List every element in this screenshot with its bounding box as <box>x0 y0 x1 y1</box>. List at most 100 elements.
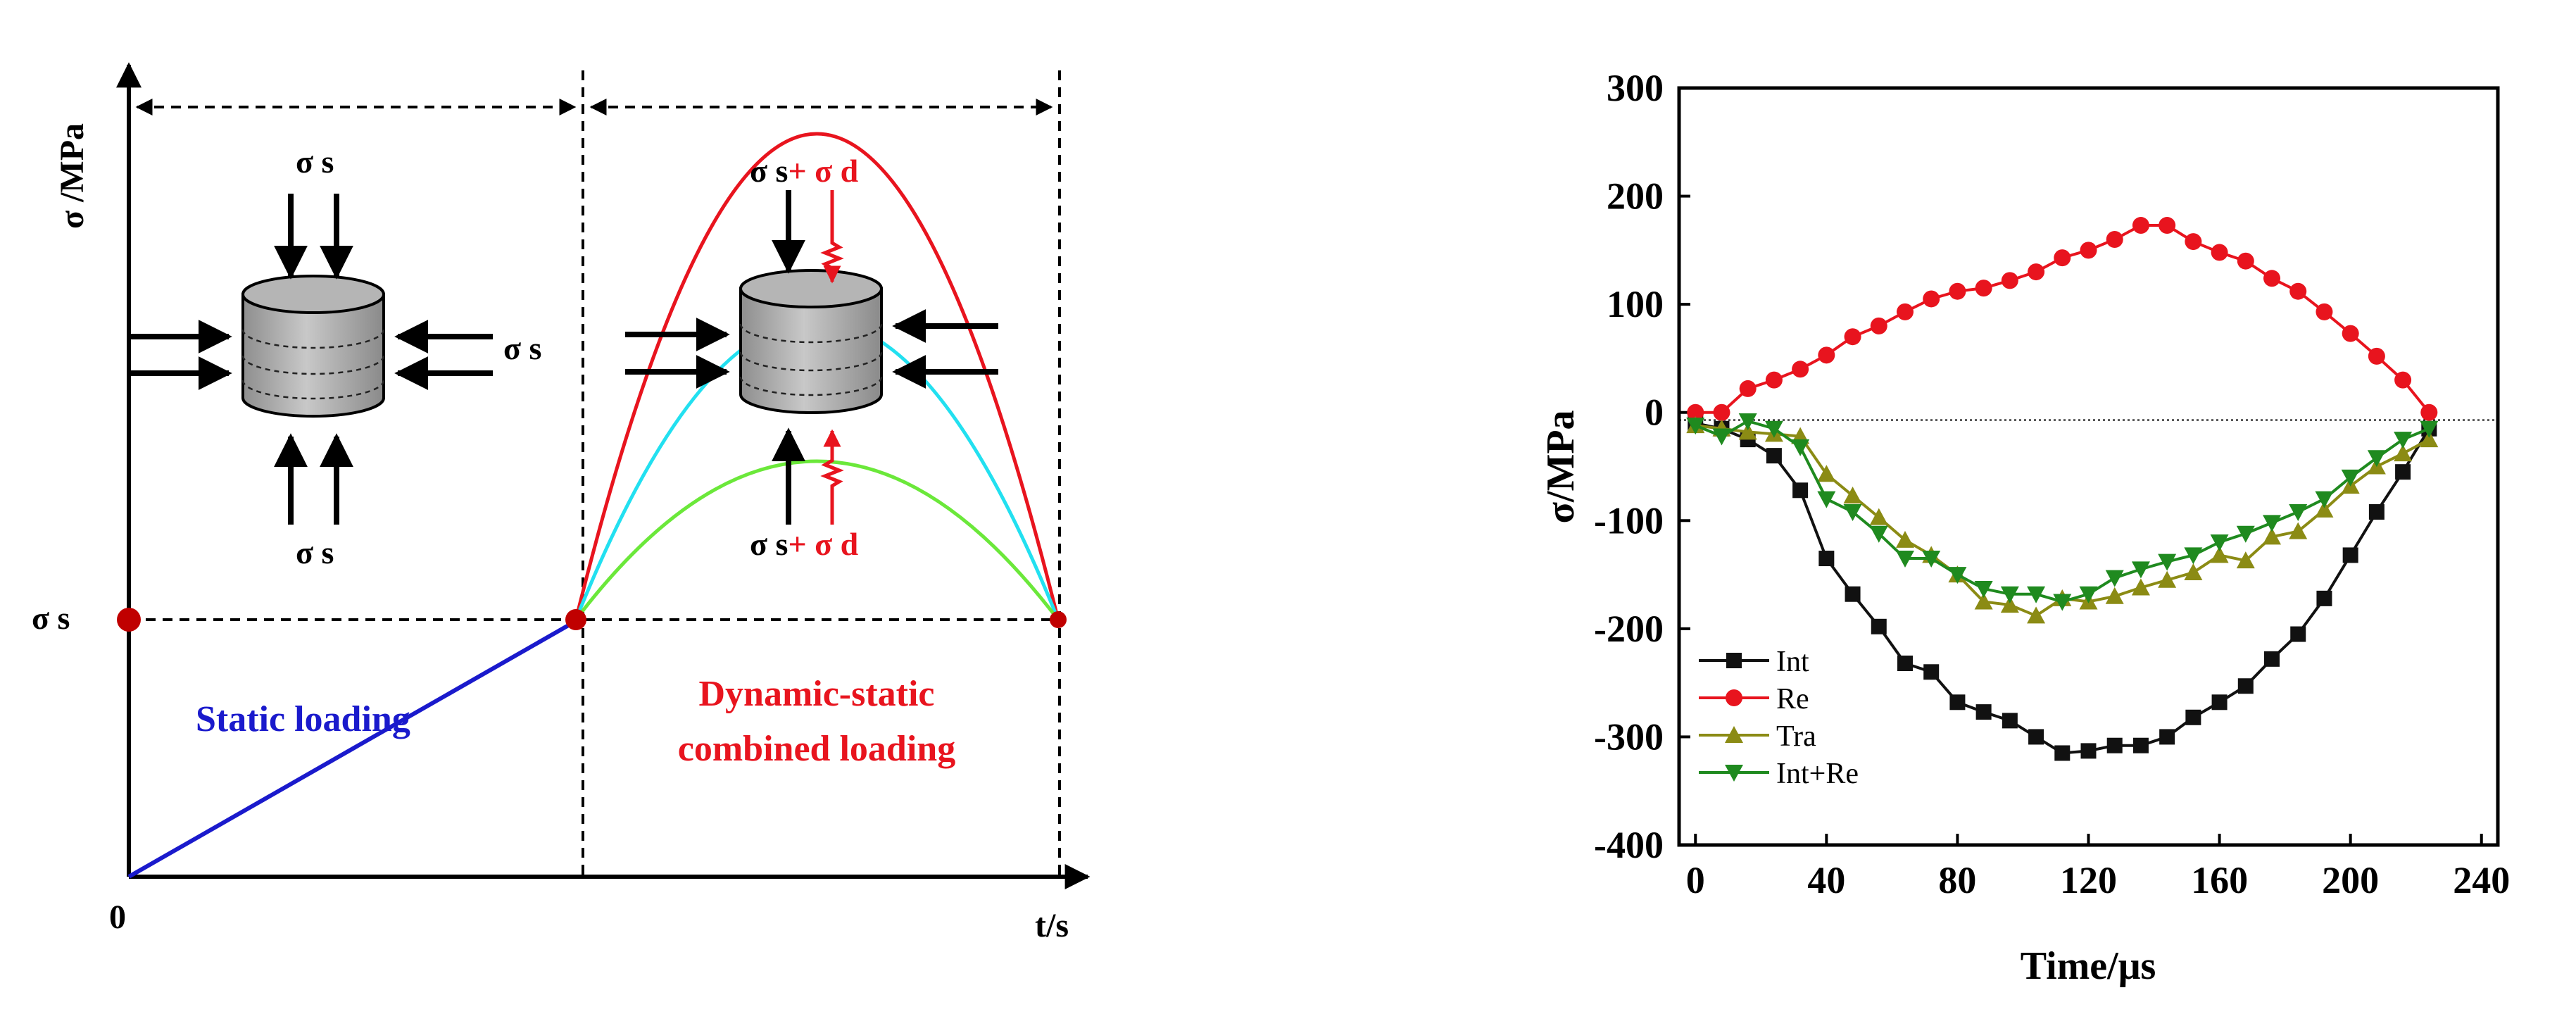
y-axis-label: σ /MPa <box>54 123 91 229</box>
y-tick-label: 300 <box>1607 67 1664 109</box>
data-point <box>1949 694 1966 711</box>
data-point <box>2237 678 2254 694</box>
data-point <box>2237 252 2254 270</box>
legend-item: Re <box>1699 683 1809 715</box>
data-point <box>2000 586 2019 603</box>
data-point <box>2079 586 2098 603</box>
y-tick-label: -200 <box>1594 608 1664 650</box>
loading-schematic: σ /MPa t/s 0 σ s Static loading Dynamic-… <box>32 62 1091 944</box>
data-point <box>1869 508 1888 525</box>
data-point <box>2368 504 2385 520</box>
dynamic-loading-label-line2: combined loading <box>678 729 955 769</box>
data-point <box>2210 534 2229 551</box>
data-point <box>1948 567 1967 584</box>
data-point <box>2185 233 2202 251</box>
static-specimen <box>129 194 493 525</box>
x-tick-label: 120 <box>2060 859 2117 901</box>
legend-label: Re <box>1776 683 1809 715</box>
data-point <box>2342 547 2358 563</box>
chart-x-axis-label: Time/μs <box>2021 944 2156 988</box>
data-point <box>1687 403 1704 421</box>
data-point <box>2106 737 2123 753</box>
data-point <box>2132 737 2149 753</box>
data-point <box>2027 586 2046 603</box>
y-tick-label: 0 <box>1645 392 1664 434</box>
dynamic-bottom-label: σ s+ σ d <box>750 526 859 562</box>
data-point <box>2184 563 2203 580</box>
data-point <box>2054 745 2071 761</box>
dynamic-loading-label-line1: Dynamic-static <box>698 674 934 714</box>
data-point <box>2263 515 2282 532</box>
data-point <box>2080 242 2097 259</box>
series-int <box>1688 415 2437 761</box>
data-point <box>2211 694 2228 711</box>
data-point <box>1844 328 1861 346</box>
series-layer <box>1686 217 2439 761</box>
y-tick-label: -300 <box>1594 715 1664 758</box>
data-point <box>2342 325 2359 342</box>
data-point <box>2184 547 2203 565</box>
data-point <box>2054 249 2071 267</box>
data-point <box>2367 450 2386 468</box>
data-point <box>2185 709 2201 725</box>
series-line <box>1695 424 2430 618</box>
data-point <box>1713 403 1730 421</box>
data-point <box>1974 592 1993 610</box>
static-loading-label: Static loading <box>196 699 410 739</box>
x-axis-ticks: 0 40 80 120 160 200 240 <box>1686 834 2510 901</box>
sigma-s-axis-label: σ s <box>32 600 70 636</box>
chart-y-axis-label: σ/MPa <box>1539 410 1583 523</box>
sigma-s-top-label: σ s <box>296 144 334 180</box>
data-point <box>1791 439 1810 456</box>
data-point <box>2316 303 2333 320</box>
data-point <box>2210 546 2229 563</box>
data-point <box>2341 469 2360 487</box>
data-point <box>1845 586 1861 602</box>
data-point <box>1792 482 1809 499</box>
legend-marker <box>1725 765 1743 782</box>
sigma-s-point-transition <box>565 609 586 630</box>
data-point <box>1712 428 1731 446</box>
data-point <box>2394 444 2413 462</box>
data-point <box>1949 282 1966 300</box>
data-point <box>2131 561 2150 579</box>
origin-label: 0 <box>109 899 126 936</box>
dynamic-specimen <box>625 190 998 525</box>
x-axis-label: t/s <box>1035 907 1069 944</box>
data-point <box>2159 217 2176 234</box>
data-point <box>1975 280 1992 297</box>
x-tick-label: 40 <box>1807 859 1845 901</box>
y-tick-label: -100 <box>1594 499 1664 542</box>
y-tick-label: -400 <box>1594 824 1664 866</box>
data-point <box>1923 290 1940 308</box>
legend: Int Re Tra Int+Re <box>1699 646 1859 790</box>
data-point <box>2106 231 2123 248</box>
sigma-s-bottom-label: σ s <box>296 534 334 570</box>
series-re <box>1687 217 2438 421</box>
data-point <box>1739 380 1757 397</box>
data-point <box>2131 578 2150 596</box>
data-point <box>2053 594 2072 611</box>
data-point <box>1817 465 1836 482</box>
data-point <box>1923 664 1940 680</box>
data-point <box>1895 551 1914 568</box>
data-point <box>2105 587 2124 604</box>
data-point <box>2028 263 2045 281</box>
y-tick-label: 100 <box>1607 283 1664 325</box>
x-tick-label: 160 <box>2191 859 2248 901</box>
data-point <box>2236 525 2255 543</box>
y-axis-ticks: -400 -300 -200 -100 0 100 200 300 <box>1594 67 1690 866</box>
data-point <box>2263 527 2282 545</box>
data-point <box>2420 420 2439 438</box>
data-point <box>1869 525 1888 543</box>
data-point <box>2368 347 2385 365</box>
data-point <box>2264 651 2280 667</box>
data-point <box>2290 626 2306 642</box>
data-point <box>2263 270 2281 287</box>
data-point <box>2159 729 2175 745</box>
data-point <box>2316 590 2332 606</box>
data-point <box>2158 570 2177 588</box>
static-loading-line <box>127 619 577 879</box>
data-point <box>2105 570 2124 587</box>
